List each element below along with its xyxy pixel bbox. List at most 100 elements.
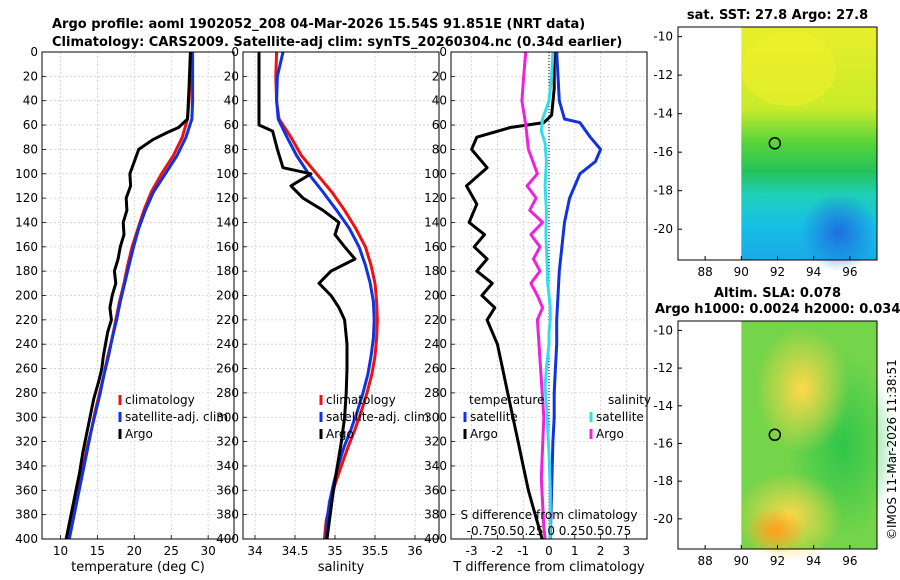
s-axis-label: S difference from climatology xyxy=(461,508,638,522)
xtick-label: -1 xyxy=(517,544,529,558)
map-ytick-label: -14 xyxy=(653,107,673,121)
legend-label: climatology xyxy=(125,393,195,407)
ytick-label: 280 xyxy=(424,386,447,400)
ytick-label: 20 xyxy=(432,69,447,83)
ytick-label: 340 xyxy=(216,459,239,473)
ytick-label: 340 xyxy=(15,459,38,473)
ytick-label: 0 xyxy=(439,45,447,59)
xtick-label: 15 xyxy=(90,544,105,558)
ytick-label: 360 xyxy=(216,483,239,497)
ytick-label: 220 xyxy=(216,313,239,327)
ytick-label: 400 xyxy=(15,532,38,546)
xtick-label: 1 xyxy=(571,544,579,558)
ytick-label: 200 xyxy=(424,289,447,303)
ytick-label: 80 xyxy=(23,142,38,156)
ytick-label: 380 xyxy=(424,508,447,522)
ytick-label: 180 xyxy=(15,264,38,278)
ytick-label: 20 xyxy=(23,69,38,83)
xtick-label: 2 xyxy=(597,544,605,558)
map-ytick-label: -18 xyxy=(653,474,673,488)
ytick-label: 80 xyxy=(224,142,239,156)
series-line-s-argo xyxy=(520,52,547,539)
ytick-label: 60 xyxy=(432,118,447,132)
sst-warm-patch xyxy=(741,31,837,107)
ytick-label: 140 xyxy=(424,215,447,229)
map-ytick-label: -16 xyxy=(653,436,673,450)
xtick-label: -2 xyxy=(491,544,503,558)
ytick-label: 260 xyxy=(424,362,447,376)
ytick-label: 300 xyxy=(15,410,38,424)
xtick-label: 30 xyxy=(201,544,216,558)
xtick-label: 36 xyxy=(407,544,422,558)
map-xtick-label: 96 xyxy=(842,554,857,568)
xtick-label: 34.5 xyxy=(282,544,309,558)
map-xtick-label: 88 xyxy=(697,265,712,279)
profile-panels: 0204060801001201401601802002202402602803… xyxy=(15,45,651,575)
map-ytick-label: -20 xyxy=(653,222,673,236)
xtick-label: 35.5 xyxy=(362,544,389,558)
ytick-label: 0 xyxy=(231,45,239,59)
series-line-t-argo xyxy=(465,52,556,539)
panel-salinity: 0 20 40 60 80 100 120 140 160 180 200 220 240 260 280 3… xyxy=(216,45,440,575)
ytick-label: 240 xyxy=(216,337,239,351)
x-axis-label: T difference from climatology xyxy=(452,560,645,575)
map-xtick-label: 88 xyxy=(697,554,712,568)
ytick-label: 260 xyxy=(15,362,38,376)
title-line-2: Climatology: CARS2009. Satellite-adj cli… xyxy=(52,35,622,50)
ytick-label: 260 xyxy=(216,362,239,376)
ytick-label: 160 xyxy=(15,240,38,254)
legend-label: satellite xyxy=(470,410,518,424)
map-ytick-label: -14 xyxy=(653,399,673,413)
ytick-label: 240 xyxy=(424,337,447,351)
ytick-label: 380 xyxy=(15,508,38,522)
ytick-label: 180 xyxy=(424,264,447,278)
legend-label: satellite-adj. clim xyxy=(326,410,429,424)
map-ytick-label: -10 xyxy=(653,30,673,44)
ytick-label: 0 xyxy=(30,45,38,59)
ytick-label: 280 xyxy=(15,386,38,400)
map-xtick-label: 94 xyxy=(806,265,821,279)
plot-frame xyxy=(450,51,648,540)
s-tick-labels: -0.750.50.25 0 0.250.50.75 xyxy=(467,524,632,538)
map-ytick-label: -12 xyxy=(653,68,673,82)
ytick-label: 300 xyxy=(424,410,447,424)
title-line-1: Argo profile: aoml 1902052_208 04-Mar-20… xyxy=(52,17,585,32)
series-line-satellite-adj-clim xyxy=(67,52,195,539)
ytick-label: 300 xyxy=(216,410,239,424)
map-ytick-label: -18 xyxy=(653,184,673,198)
ytick-label: 120 xyxy=(216,191,239,205)
ytick-label: 400 xyxy=(424,532,447,546)
map-panels: -10 -12 -14 -16 -18 -20 88 90 92 94 96 sat. SST: 27… xyxy=(653,8,900,568)
ytick-label: 180 xyxy=(216,264,239,278)
xtick-label: 34 xyxy=(247,544,262,558)
ytick-label: 100 xyxy=(216,167,239,181)
sla-high-patch xyxy=(754,325,850,454)
ytick-label: 400 xyxy=(216,532,239,546)
map-subtitle: Argo h1000: 0.0024 h2000: 0.034 xyxy=(655,302,900,317)
map-ytick-label: -12 xyxy=(653,361,673,375)
legend-label: satellite xyxy=(596,410,644,424)
ytick-label: 320 xyxy=(424,435,447,449)
legend-title-salinity: salinity xyxy=(608,393,651,407)
ytick-label: 320 xyxy=(216,435,239,449)
sst-cold-patch xyxy=(801,192,877,272)
argo-position-marker xyxy=(768,428,782,442)
ytick-label: 120 xyxy=(424,191,447,205)
ytick-label: 140 xyxy=(15,215,38,229)
ytick-label: 200 xyxy=(15,289,38,303)
x-axis-label: temperature (deg C) xyxy=(71,560,205,575)
argo-position-marker xyxy=(768,137,782,150)
ytick-label: 340 xyxy=(424,459,447,473)
ytick-label: 360 xyxy=(424,483,447,497)
ytick-label: 80 xyxy=(432,142,447,156)
ytick-label: 200 xyxy=(216,289,239,303)
ytick-label: 380 xyxy=(216,508,239,522)
ytick-label: 140 xyxy=(216,215,239,229)
map-xtick-label: 90 xyxy=(734,554,749,568)
legend-label: satellite-adj. clim xyxy=(125,410,228,424)
xtick-label: 20 xyxy=(127,544,142,558)
panel-temperature: 0 20 40 60 80 100 120 140 160 180 200 220 240 260 280 3… xyxy=(15,45,235,575)
legend-label: Argo xyxy=(326,427,354,441)
map-xtick-label: 96 xyxy=(842,265,857,279)
